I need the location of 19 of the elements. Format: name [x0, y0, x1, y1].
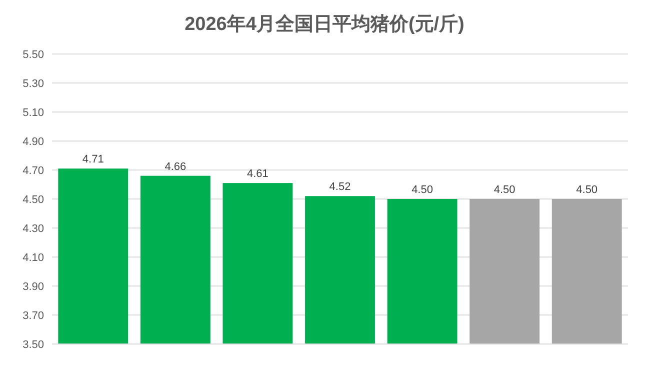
data-label: 4.50 [576, 184, 598, 196]
y-tick-label: 4.70 [22, 165, 44, 177]
y-tick-label: 4.10 [22, 252, 44, 264]
data-label: 4.50 [412, 184, 433, 196]
y-tick-label: 5.10 [22, 107, 44, 119]
chart-title: 2026年4月全国日平均猪价(元/斤) [184, 13, 464, 35]
y-tick-label: 3.90 [22, 281, 44, 293]
y-tick-label: 5.30 [22, 78, 44, 90]
y-tick-label: 4.30 [22, 223, 44, 235]
y-tick-label: 4.50 [22, 194, 44, 206]
data-label: 4.71 [82, 154, 104, 166]
data-label: 4.66 [164, 160, 186, 173]
y-tick-label: 5.50 [22, 49, 44, 61]
data-label: 4.61 [247, 168, 268, 180]
data-label: 4.52 [329, 181, 351, 194]
data-label: 4.50 [494, 184, 516, 196]
y-tick-label: 3.70 [22, 310, 44, 322]
y-tick-label: 3.50 [22, 339, 44, 351]
y-tick-label: 4.90 [22, 136, 44, 148]
